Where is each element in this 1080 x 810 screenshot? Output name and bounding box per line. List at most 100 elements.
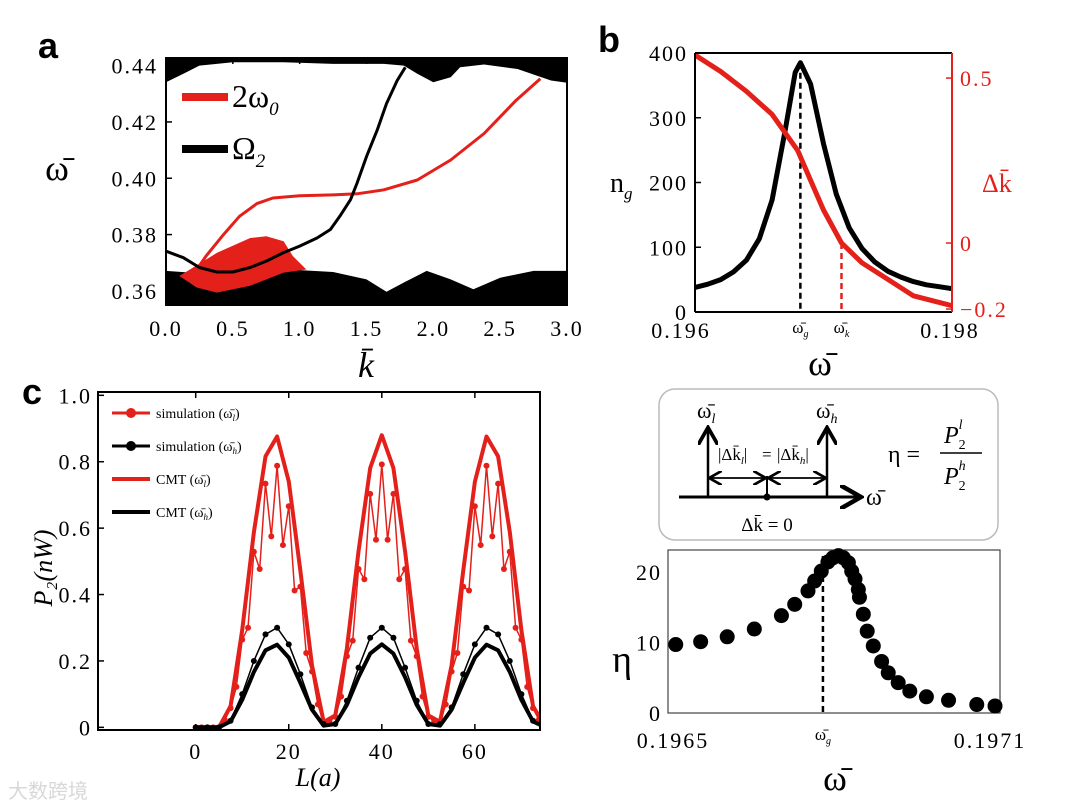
point-simulation_h: [542, 723, 548, 729]
eta-numerator: P2l: [943, 418, 966, 453]
eta-point: [668, 637, 684, 653]
legend-label-sub: h: [203, 512, 208, 522]
panel-b-xtick-label: 0.198: [920, 318, 980, 343]
panel-c-ytick-label: 0.4: [59, 583, 93, 608]
plot-area-a: [166, 58, 567, 305]
eta-point: [855, 606, 871, 622]
legend-marker: [126, 441, 136, 451]
legend-marker: [126, 408, 136, 418]
point-simulation_l: [262, 480, 269, 487]
panel-b-left-ytick-label: 300: [649, 106, 688, 131]
marker-label-g-main: ω̄: [815, 725, 829, 744]
panel-c-xtick-label: 0: [189, 739, 202, 764]
series-CMT_h: [195, 642, 540, 730]
panel-c-xtick-label: 20: [276, 739, 302, 764]
x-axis-label: L(a): [295, 763, 341, 792]
delta-k-l-label: |Δk̄l|: [718, 445, 747, 467]
panel-a-ytick-label: 0.42: [112, 110, 159, 135]
point-simulation_h: [506, 657, 513, 664]
marker-label-g: ω̄g: [792, 318, 808, 340]
panel-b-left-ytick-label: 0: [675, 300, 688, 325]
eta-denominator: P2h: [943, 459, 966, 494]
point-simulation_h: [483, 624, 490, 631]
point-simulation_l: [303, 649, 310, 656]
plot-area-b: [695, 53, 952, 312]
marker-label-g: ω̄g: [815, 725, 831, 747]
legend-label: simulation (ω̄h): [156, 440, 242, 456]
panel-a-ytick-label: 0.44: [112, 54, 159, 79]
point-simulation_l: [372, 536, 379, 543]
eta-definition-lhs: η =: [888, 442, 920, 468]
eta-point: [918, 689, 934, 705]
panel-b-right-ytick-label: 0: [960, 231, 973, 256]
panel-eta-ytick-label: 0: [649, 701, 662, 726]
point-simulation_h: [495, 631, 502, 638]
point-simulation_h: [285, 641, 292, 648]
delta-k-h-label: |Δk̄h|: [777, 445, 809, 467]
point-simulation_l: [489, 533, 496, 540]
panel-a-ytick-label: 0.36: [112, 279, 159, 304]
panel-eta-xtick-label: 0.1965: [637, 728, 710, 753]
legend-label-sub: h: [233, 446, 238, 456]
panel-c-frame: [97, 391, 541, 731]
eta-point: [719, 629, 735, 645]
panel-eta-xtick-label: 0.1971: [954, 728, 1027, 753]
inset-schematic: ω̄l ω̄h |Δk̄l| = |Δk̄h| ω̄ Δk̄ = 0 η = P…: [658, 388, 999, 541]
legend-label: simulation (ω̄l): [156, 407, 240, 423]
eta-point: [851, 589, 867, 605]
y-axis-label: ω̄: [45, 148, 75, 188]
panel-b-right-ytick-label: −0.2: [960, 297, 1008, 322]
legend-label-main: CMT (ω̄: [156, 473, 206, 488]
panel-a-xtick-label: 2.5: [483, 316, 517, 341]
panel-c-ytick-label: 0: [79, 715, 92, 740]
plot-area-c: [192, 433, 548, 730]
panel-a-xtick-label: 2.0: [417, 316, 451, 341]
marker-label-g-sub: g: [803, 329, 808, 340]
legend-label-main: Ω: [232, 130, 256, 166]
upper-band: [166, 58, 567, 83]
point-simulation_h: [471, 641, 478, 648]
point-simulation_l: [291, 587, 298, 594]
eta-point: [941, 692, 957, 708]
center-dot: [763, 493, 771, 501]
marker-label-g-sub: g: [826, 736, 831, 747]
point-simulation_l: [407, 637, 414, 644]
legend-label: 2ω0: [232, 78, 279, 120]
legend-label: CMT (ω̄h): [156, 506, 213, 522]
y-axis-label: P₂(nW): [29, 530, 58, 608]
legend-label-main: 2ω: [232, 78, 269, 114]
point-simulation_l: [384, 536, 391, 543]
point-simulation_l: [454, 649, 461, 656]
marker-label-k: ω̄k: [834, 318, 850, 340]
panel-a-xtick-label: 0.5: [216, 316, 250, 341]
marker-label-k-sub: k: [845, 329, 850, 340]
point-simulation_l: [477, 542, 484, 549]
panel-c-ytick-label: 0.2: [59, 649, 93, 674]
legend-label-sub: l: [203, 479, 206, 489]
legend-label: Ω2: [232, 130, 266, 172]
eta-point: [874, 653, 890, 669]
eta-point: [773, 608, 789, 624]
y-axis-label-left-sub: g: [624, 184, 633, 203]
eta-point: [987, 698, 1003, 714]
panel-eta-ytick-label: 20: [636, 560, 662, 585]
omega-l-label: ω̄l: [697, 398, 715, 427]
point-simulation_h: [250, 657, 257, 664]
y-axis-label-right: Δk̄: [982, 169, 1012, 198]
legend-label-main: CMT (ω̄: [156, 506, 206, 521]
point-simulation_h: [262, 631, 269, 638]
panel-c-xtick-label: 40: [369, 739, 395, 764]
eta-point: [787, 596, 803, 612]
series-2ω0: [188, 77, 542, 281]
y-axis-label-left: ng: [610, 168, 633, 203]
panel-a-xtick-label: 1.5: [350, 316, 384, 341]
point-simulation_l: [279, 542, 286, 549]
series-Ω2: [166, 66, 407, 274]
panel-a-xtick-label: 1.0: [283, 316, 317, 341]
point-simulation_l: [274, 462, 281, 469]
y-axis-label-left-main: n: [610, 168, 624, 199]
point-simulation_h: [378, 624, 385, 631]
point-simulation_l: [483, 462, 490, 469]
